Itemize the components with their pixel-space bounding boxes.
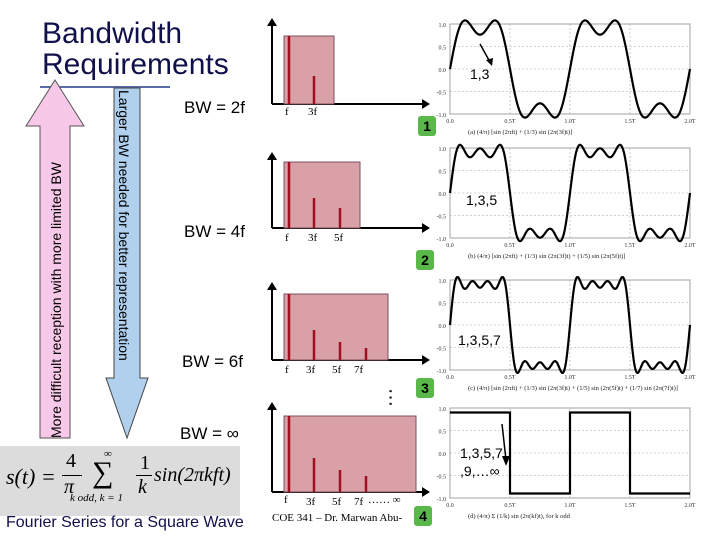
freq-label: f	[285, 232, 289, 244]
svg-text:1.5T: 1.5T	[624, 503, 636, 509]
svg-text:0.0: 0.0	[446, 119, 454, 125]
formula-lhs: s(t) =	[6, 464, 56, 489]
spectrum-1	[267, 18, 430, 109]
svg-text:0.5T: 0.5T	[504, 503, 516, 509]
svg-text:(b) (4/π) [sin (2πft) + (1/3): (b) (4/π) [sin (2πft) + (1/3) sin (2π(3f…	[468, 253, 625, 260]
formula-frac-den: k	[138, 476, 147, 498]
freq-label: 3f	[308, 106, 318, 118]
svg-text:0.5: 0.5	[439, 46, 447, 52]
svg-text:0.5T: 0.5T	[504, 119, 516, 125]
svg-text:2.0T: 2.0T	[684, 503, 696, 509]
svg-text:-1.0: -1.0	[437, 369, 447, 375]
svg-text:-0.5: -0.5	[437, 215, 447, 221]
svg-text:1.0T: 1.0T	[564, 119, 576, 125]
svg-text:2.0T: 2.0T	[684, 375, 696, 381]
svg-text:(a) (4/π) [sin (2πft) + (1/3): (a) (4/π) [sin (2πft) + (1/3) sin (2π(3f…	[468, 129, 572, 136]
harmonics-label-2: 1,3,5	[466, 192, 498, 208]
svg-text:-0.5: -0.5	[437, 347, 447, 353]
formula-sum-top: ∞	[104, 448, 112, 460]
svg-text:0.0: 0.0	[446, 503, 454, 509]
spectrum-4	[267, 402, 430, 497]
spectrum-2	[267, 152, 430, 233]
svg-text:0.0: 0.0	[446, 243, 454, 249]
freq-label: f	[284, 494, 288, 506]
svg-text:1.0: 1.0	[439, 147, 447, 153]
svg-text:-1.0: -1.0	[437, 497, 447, 503]
svg-text:0.0: 0.0	[439, 68, 447, 74]
bw-label-1: BW = 2f	[184, 98, 245, 117]
formula-sum-bottom: k odd, k = 1	[70, 492, 123, 504]
right-arrow-label: Larger BW needed for better representati…	[116, 90, 132, 361]
pointer-arrows	[479, 43, 510, 466]
svg-text:1.5T: 1.5T	[624, 243, 636, 249]
svg-text:2.0T: 2.0T	[684, 119, 696, 125]
left-arrow-label: More difficult reception with more limit…	[48, 162, 64, 438]
svg-text:1.0: 1.0	[439, 279, 447, 285]
svg-text:-1.0: -1.0	[437, 113, 447, 119]
waveform-plots: 1.00.50.0-0.5-1.00.0 0.5T 1.0T 1.5T 2.0T(a) …	[437, 19, 696, 520]
svg-text:0.0: 0.0	[439, 324, 447, 330]
freq-label: 5f	[332, 364, 342, 376]
bw-label-4: BW = ∞	[180, 424, 239, 443]
svg-text:0.5T: 0.5T	[504, 375, 516, 381]
freq-label: f	[285, 106, 289, 118]
svg-text:-0.5: -0.5	[437, 475, 447, 481]
formula-coef-num: 4	[66, 450, 76, 472]
up-arrow-shape	[25, 79, 85, 439]
title-underline	[40, 86, 170, 88]
freq-label: 3f	[306, 364, 316, 376]
svg-text:(c) (4/π) [sin (2πft) + (1/3): (c) (4/π) [sin (2πft) + (1/3) sin (2π(3f…	[468, 385, 678, 392]
sigma-icon: ∑	[92, 456, 114, 489]
spectrum-3	[267, 282, 430, 365]
svg-text:1.5T: 1.5T	[624, 119, 636, 125]
freq-label: 7f	[354, 364, 364, 376]
footer-caption: Fourier Series for a Square Wave	[6, 514, 244, 531]
freq-label: f	[285, 364, 289, 376]
svg-text:0.5: 0.5	[439, 430, 447, 436]
freq-label: 3f	[306, 496, 316, 508]
fourier-formula: s(t) = 4 π ∞ ∑ k odd, k = 1 1 k sin(2πkf…	[6, 448, 240, 512]
freq-label: 5f	[334, 232, 344, 244]
svg-text:0.5: 0.5	[439, 302, 447, 308]
freq-label: 5f	[332, 496, 342, 508]
harmonics-label-4: 1,3,5,7 ,9,…∞	[460, 445, 503, 479]
step-badge-1: 1	[418, 116, 436, 136]
svg-text:0.0: 0.0	[439, 452, 447, 458]
svg-text:(d) (4/π) Σ (1/k) sin (2π(kf)t: (d) (4/π) Σ (1/k) sin (2π(kf)t), for k o…	[468, 513, 571, 520]
svg-text:1.0: 1.0	[439, 407, 447, 413]
formula-func: sin(2πkft)	[154, 464, 231, 486]
bw-label-3: BW = 6f	[182, 352, 243, 371]
down-arrow-shape	[105, 87, 149, 440]
svg-text:0.0: 0.0	[439, 192, 447, 198]
svg-text:2.0T: 2.0T	[684, 243, 696, 249]
formula-frac-num: 1	[140, 452, 150, 474]
freq-label: 7f	[354, 496, 364, 508]
bw-label-2: BW = 4f	[184, 222, 245, 241]
svg-text:1.5T: 1.5T	[624, 375, 636, 381]
formula-box	[0, 446, 240, 516]
svg-text:1.0T: 1.0T	[564, 375, 576, 381]
freq-label: 3f	[308, 232, 318, 244]
copyright-text: COE 341 – Dr. Marwan Abu-	[272, 512, 403, 524]
svg-text:1.0T: 1.0T	[564, 243, 576, 249]
formula-coef-den: π	[64, 476, 75, 498]
step-badge-2: 2	[416, 250, 434, 270]
step-badge-4: 4	[414, 506, 432, 526]
step-badge-3: 3	[416, 378, 434, 398]
freq-label: …… ∞	[368, 494, 401, 506]
svg-text:0.0: 0.0	[446, 375, 454, 381]
harmonics-label-1: 1,3	[470, 66, 490, 82]
svg-text:-0.5: -0.5	[437, 91, 447, 97]
svg-text:0.5T: 0.5T	[504, 243, 516, 249]
svg-text:0.5: 0.5	[439, 170, 447, 176]
harmonics-label-3: 1,3,5,7	[458, 332, 501, 348]
svg-text:-1.0: -1.0	[437, 237, 447, 243]
svg-text:1.0T: 1.0T	[564, 503, 576, 509]
svg-text:1.0: 1.0	[439, 23, 447, 29]
page-title: Bandwidth Requirements	[42, 17, 229, 81]
